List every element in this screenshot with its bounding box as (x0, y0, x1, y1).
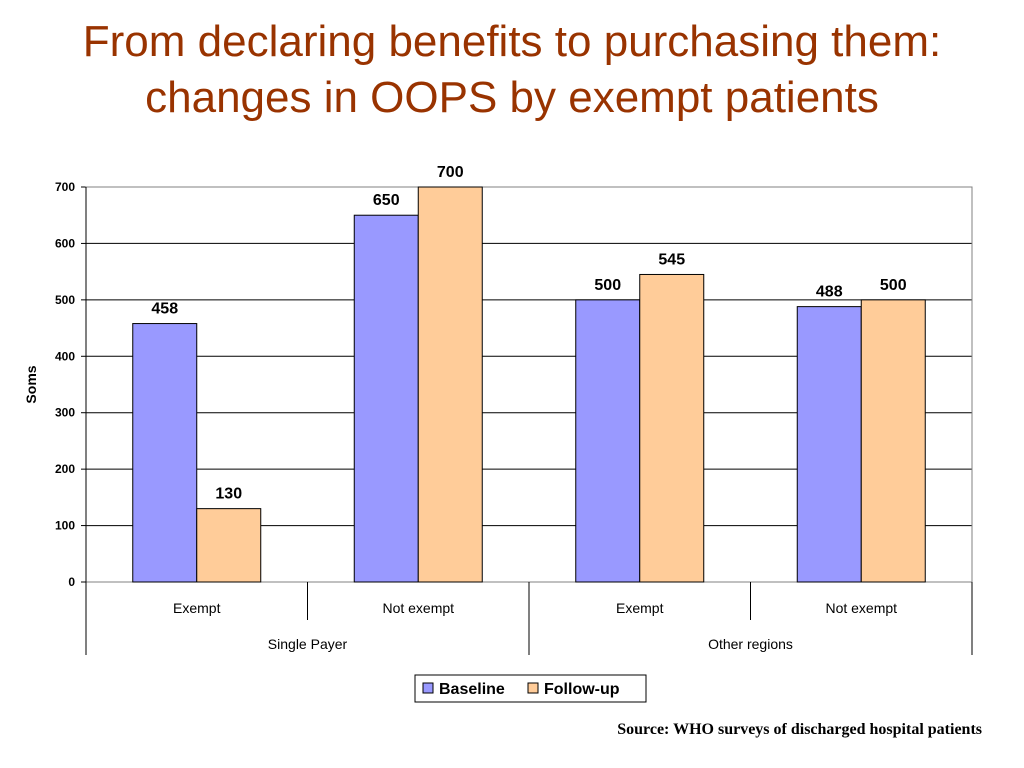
x-category-label: Exempt (173, 600, 221, 616)
bar-follow-up-0 (196, 508, 262, 583)
x-group-label: Other regions (708, 636, 793, 652)
y-tick-label: 600 (55, 236, 75, 250)
data-label: 458 (151, 301, 178, 318)
source-note: Source: WHO surveys of discharged hospit… (617, 721, 982, 738)
y-tick-label: 400 (55, 349, 75, 363)
y-tick-label: 500 (55, 293, 75, 307)
legend-label: Baseline (439, 681, 505, 698)
bar-follow-up-2 (639, 273, 705, 583)
data-label: 130 (215, 486, 242, 503)
x-group-label: Single Payer (268, 636, 348, 652)
slide-title: From declaring benefits to purchasing th… (0, 14, 1024, 126)
title-line-1: From declaring benefits to purchasing th… (82, 17, 942, 66)
title-line-2: changes in OOPS by exempt patients (145, 73, 879, 122)
bar-baseline-0 (132, 323, 198, 583)
legend-swatch (527, 682, 539, 694)
y-tick-label: 100 (55, 519, 75, 533)
data-label: 500 (594, 277, 621, 294)
x-category-label: Not exempt (382, 600, 454, 616)
data-label: 650 (373, 192, 400, 209)
bar-baseline-2 (575, 299, 641, 583)
y-tick-label: 300 (55, 406, 75, 420)
y-tick-label: 0 (68, 575, 75, 589)
bar-follow-up-1 (417, 186, 483, 583)
y-axis-title: Soms (23, 365, 39, 403)
data-label: 500 (880, 277, 907, 294)
legend-label: Follow-up (544, 681, 620, 698)
y-tick-label: 200 (55, 462, 75, 476)
bar-baseline-3 (796, 306, 862, 583)
data-label: 488 (816, 284, 843, 301)
legend-swatch (422, 682, 434, 694)
y-tick-label: 700 (55, 180, 75, 194)
data-label: 545 (658, 251, 685, 268)
bar-baseline-1 (353, 214, 419, 583)
bar-follow-up-3 (860, 299, 926, 583)
data-label: 700 (437, 164, 464, 181)
x-category-label: Exempt (616, 600, 664, 616)
x-category-label: Not exempt (825, 600, 897, 616)
